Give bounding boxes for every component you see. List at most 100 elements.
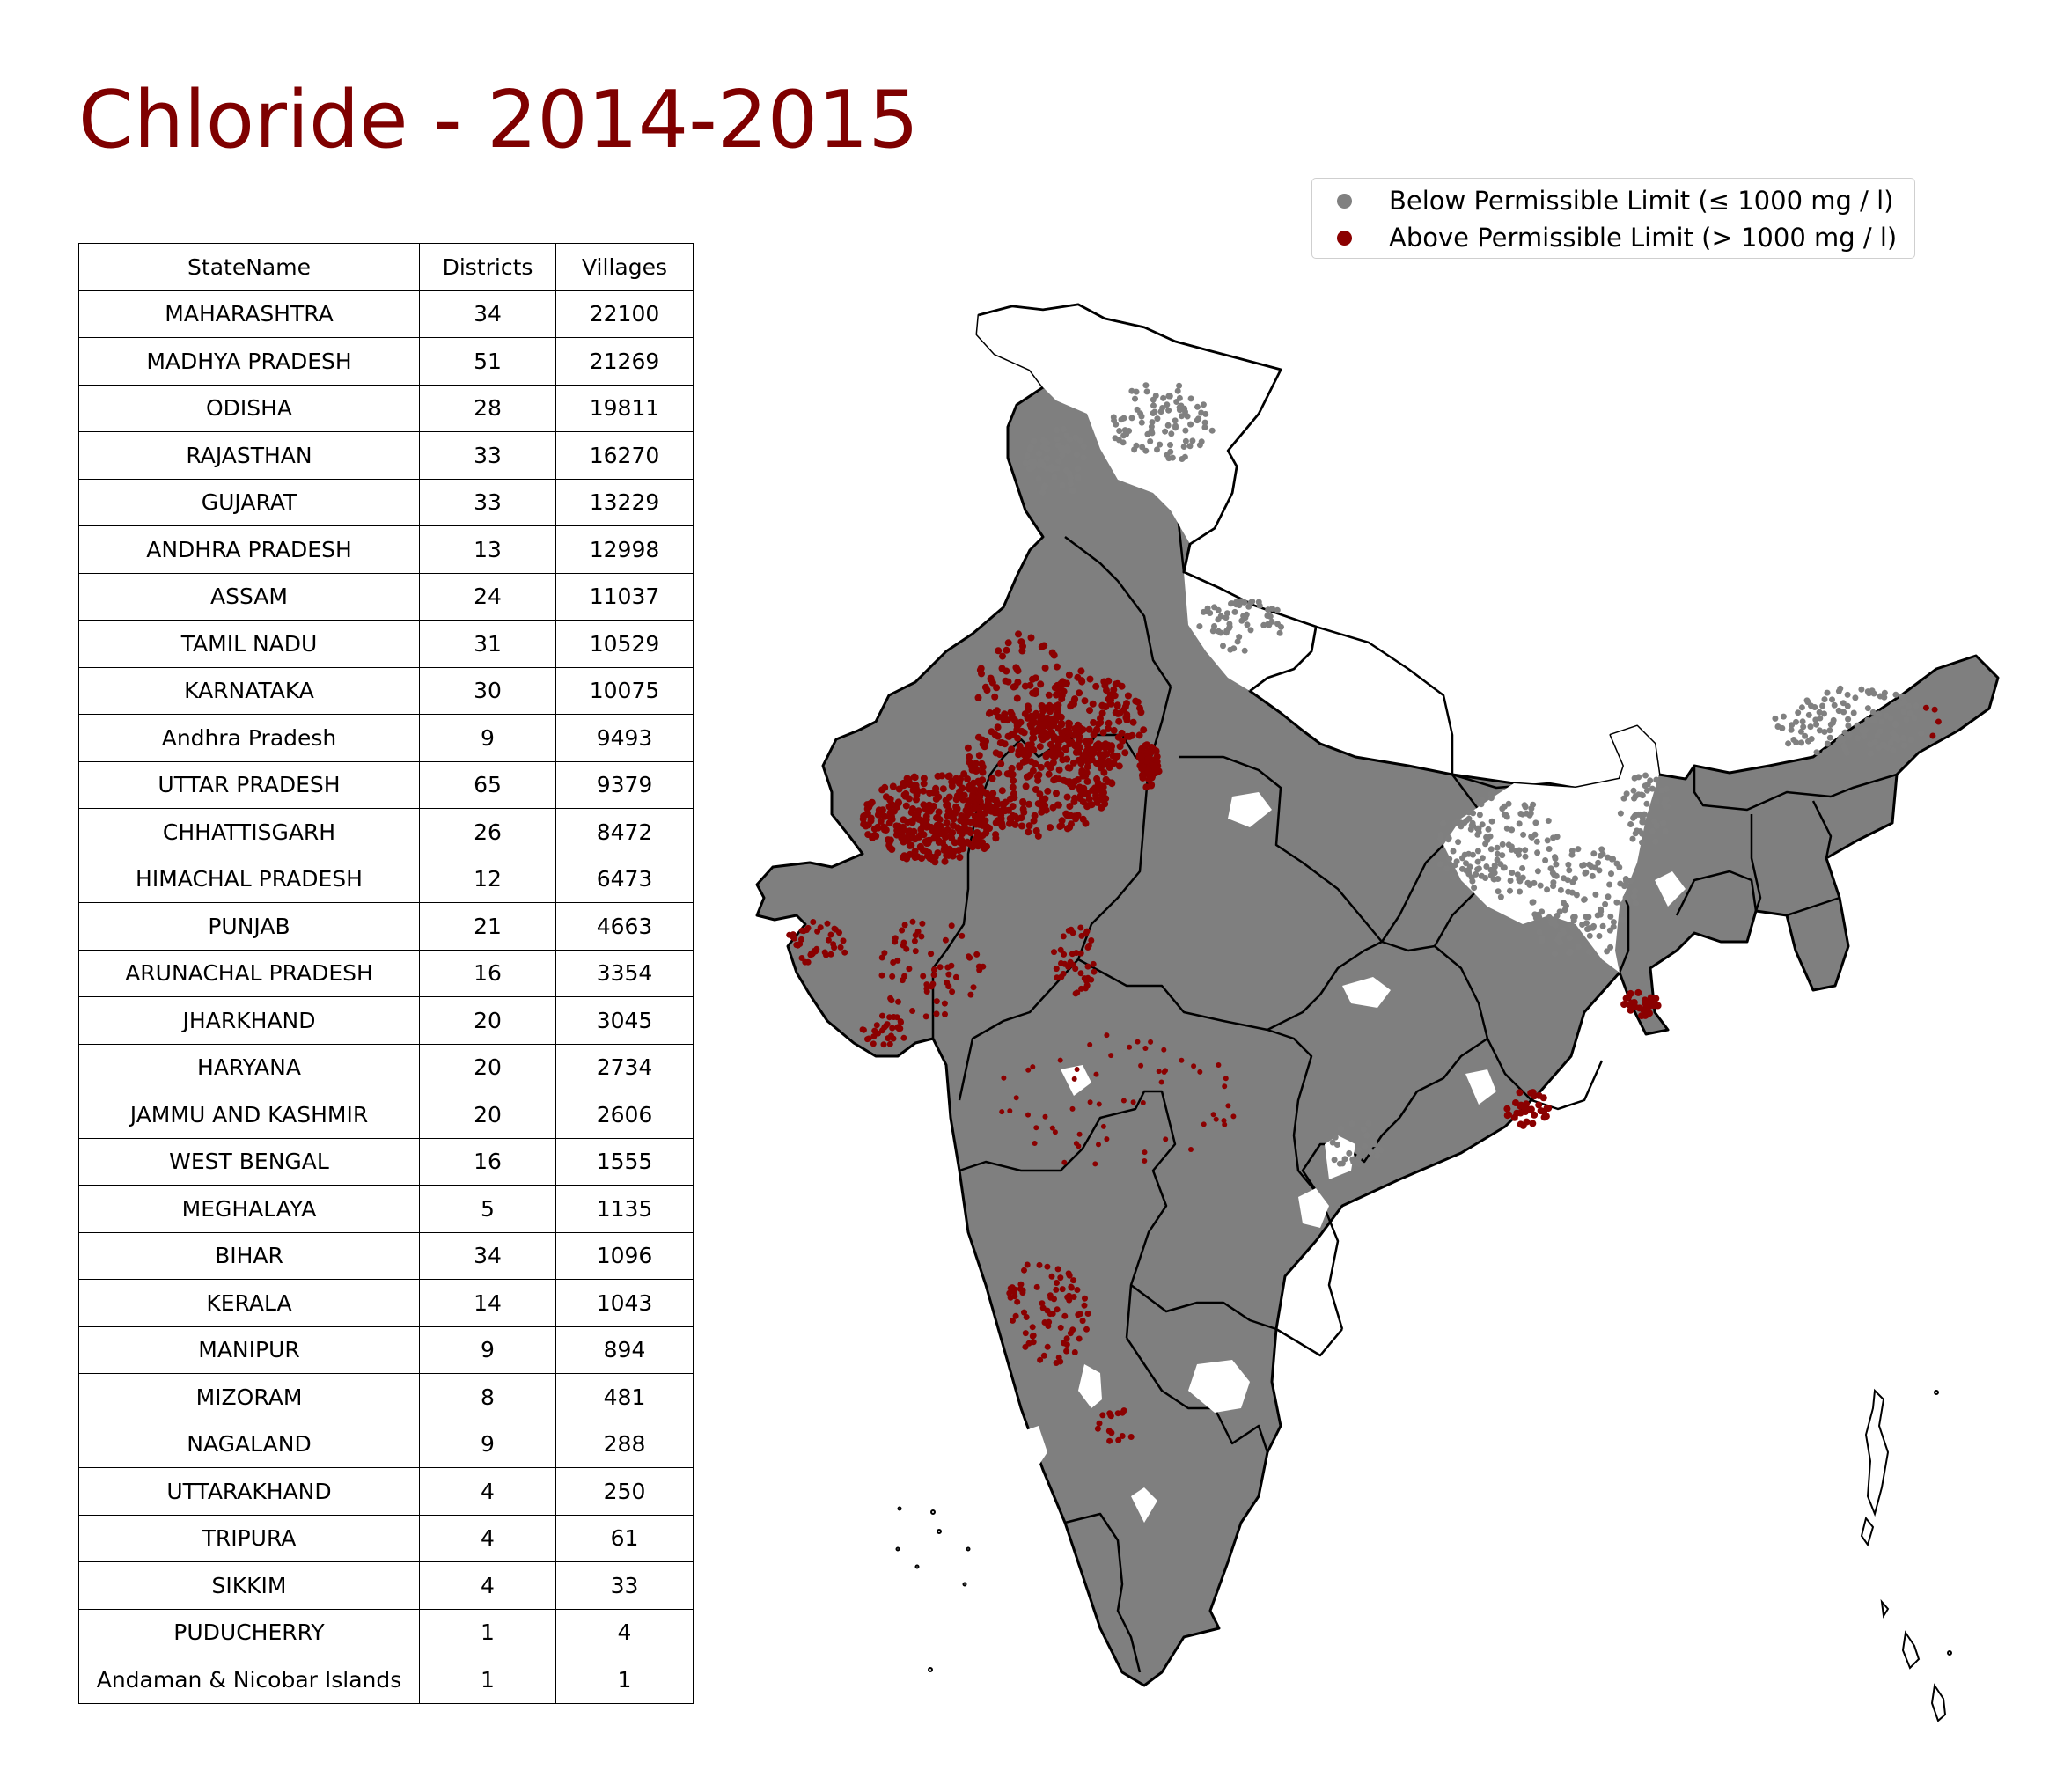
below-limit-point — [1793, 739, 1800, 746]
above-limit-point — [979, 768, 987, 776]
above-limit-point — [900, 939, 907, 946]
below-limit-point — [1855, 735, 1862, 742]
below-limit-point — [1539, 908, 1546, 915]
below-limit-point — [1436, 861, 1443, 868]
villages-cell: 13229 — [555, 478, 694, 526]
below-limit-point — [1813, 749, 1820, 756]
above-limit-point — [970, 786, 978, 793]
below-limit-point — [1573, 892, 1580, 899]
below-limit-point — [1368, 1149, 1375, 1156]
below-limit-point — [1565, 888, 1572, 895]
below-limit-point — [1482, 875, 1489, 881]
below-limit-point — [1631, 893, 1638, 900]
districts-cell: 4 — [419, 1467, 556, 1516]
below-limit-point — [1867, 741, 1874, 748]
above-limit-point — [1074, 1287, 1081, 1293]
above-limit-point — [878, 954, 885, 961]
below-limit-point — [1652, 838, 1659, 845]
above-limit-point — [1213, 1116, 1219, 1122]
above-limit-point — [895, 998, 901, 1005]
above-limit-point — [1012, 1312, 1019, 1319]
above-limit-point — [1105, 695, 1113, 703]
above-limit-point — [992, 708, 1000, 716]
below-limit-point — [1563, 902, 1569, 909]
below-limit-point — [1583, 920, 1590, 927]
above-limit-point — [1030, 734, 1038, 742]
below-limit-point — [1516, 820, 1523, 827]
above-limit-point — [802, 958, 809, 966]
below-limit-point — [1227, 646, 1234, 653]
villages-cell: 16270 — [555, 431, 694, 480]
below-limit-point — [1471, 885, 1478, 892]
below-limit-point — [1234, 638, 1241, 645]
below-limit-point — [1644, 781, 1651, 788]
below-limit-point — [1631, 887, 1638, 894]
districts-cell: 9 — [419, 1420, 556, 1468]
above-limit-point — [827, 951, 834, 958]
above-limit-point — [1039, 725, 1046, 733]
below-limit-point — [1627, 821, 1634, 827]
above-limit-point — [920, 973, 927, 980]
districts-cell: 12 — [419, 855, 556, 903]
above-limit-point — [1099, 783, 1107, 791]
below-limit-point — [1831, 701, 1838, 709]
above-limit-point — [899, 834, 906, 842]
below-limit-point — [1571, 914, 1578, 921]
below-limit-point — [1557, 886, 1564, 893]
below-limit-point — [1544, 837, 1551, 844]
above-limit-point — [1077, 950, 1084, 957]
below-limit-point — [1632, 812, 1639, 819]
above-limit-point — [964, 744, 972, 752]
state-name-cell: HARYANA — [78, 1043, 420, 1091]
below-limit-point — [1200, 401, 1207, 408]
below-limit-point — [1182, 427, 1189, 434]
below-limit-point — [1546, 914, 1553, 921]
above-limit-point — [902, 790, 910, 797]
above-limit-point — [885, 803, 893, 811]
above-limit-point — [1040, 1352, 1047, 1359]
above-limit-point — [1085, 795, 1093, 803]
above-limit-point — [1010, 777, 1017, 785]
above-limit-point — [892, 938, 899, 945]
above-limit-point — [1025, 1112, 1031, 1118]
below-limit-point — [1861, 732, 1868, 739]
above-limit-point — [1037, 1356, 1044, 1363]
above-limit-point — [906, 966, 913, 973]
below-limit-point — [1900, 735, 1907, 742]
above-limit-point — [1044, 787, 1052, 795]
below-limit-point — [1906, 710, 1913, 716]
table-row: KERALA 14 1043 — [78, 1279, 694, 1327]
above-limit-point — [941, 843, 949, 851]
below-limit-point — [1817, 715, 1824, 722]
below-limit-point — [1575, 944, 1582, 951]
below-limit-point — [1800, 723, 1807, 731]
above-limit-point — [1092, 785, 1100, 793]
below-limit-point — [1797, 728, 1804, 735]
above-limit-point — [1031, 812, 1039, 819]
above-limit-point — [890, 959, 897, 966]
state-name-cell: HIMACHAL PRADESH — [78, 855, 420, 903]
above-limit-point — [1025, 1067, 1032, 1073]
below-limit-point — [1231, 608, 1238, 615]
below-limit-point — [1051, 474, 1058, 481]
below-limit-point — [1075, 475, 1082, 482]
villages-cell: 3045 — [555, 996, 694, 1045]
above-limit-point — [1197, 1069, 1203, 1075]
above-limit-point — [860, 1026, 867, 1033]
below-limit-point — [1044, 445, 1050, 452]
below-limit-point — [1829, 696, 1835, 703]
table-row: ASSAM 24 11037 — [78, 572, 694, 621]
above-limit-point — [1094, 1425, 1101, 1432]
above-limit-point — [1047, 764, 1054, 772]
below-limit-point — [1623, 790, 1630, 797]
below-limit-point — [1660, 819, 1667, 826]
below-limit-point — [1150, 396, 1157, 403]
below-limit-point — [1821, 696, 1828, 703]
above-limit-point — [950, 822, 957, 829]
above-limit-point — [871, 1027, 878, 1034]
above-limit-point — [1161, 1047, 1167, 1053]
below-limit-point — [1209, 628, 1216, 635]
above-limit-point — [993, 799, 1001, 806]
villages-cell: 250 — [555, 1467, 694, 1516]
above-limit-point — [1092, 727, 1100, 734]
